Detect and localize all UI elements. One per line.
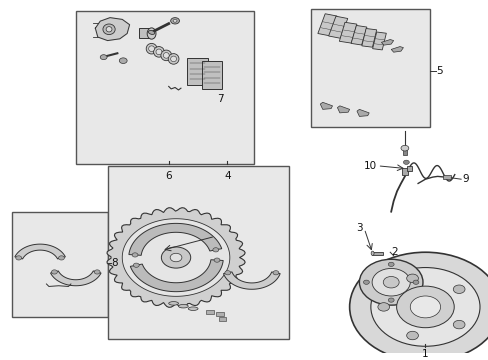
Text: 3: 3: [355, 222, 362, 233]
Circle shape: [16, 256, 21, 260]
Polygon shape: [328, 16, 347, 38]
Bar: [406, 166, 411, 171]
Circle shape: [224, 271, 230, 275]
Polygon shape: [50, 271, 101, 286]
Circle shape: [119, 58, 127, 63]
Ellipse shape: [168, 302, 178, 305]
Bar: [218, 318, 226, 321]
Circle shape: [400, 145, 408, 151]
Ellipse shape: [170, 56, 176, 62]
Text: 10: 10: [363, 161, 376, 171]
Text: 7: 7: [217, 94, 224, 104]
Circle shape: [371, 269, 409, 296]
Circle shape: [370, 267, 479, 346]
Circle shape: [173, 19, 177, 22]
Ellipse shape: [148, 46, 154, 51]
Ellipse shape: [178, 305, 188, 308]
Text: 9: 9: [461, 174, 468, 184]
Circle shape: [452, 285, 464, 293]
Bar: [216, 312, 224, 316]
Text: 1: 1: [421, 349, 428, 359]
Polygon shape: [223, 272, 280, 289]
Ellipse shape: [156, 49, 162, 55]
Circle shape: [214, 258, 220, 262]
Circle shape: [387, 298, 393, 302]
Circle shape: [387, 262, 393, 266]
Circle shape: [170, 253, 182, 262]
Ellipse shape: [161, 50, 171, 61]
Polygon shape: [95, 18, 129, 41]
Circle shape: [406, 274, 418, 283]
Text: 5: 5: [435, 66, 442, 76]
Ellipse shape: [102, 24, 115, 35]
Ellipse shape: [146, 44, 157, 54]
Bar: [12, 212, 107, 318]
Polygon shape: [390, 46, 403, 52]
Polygon shape: [130, 260, 223, 292]
Bar: [402, 149, 407, 155]
Ellipse shape: [148, 31, 155, 35]
Polygon shape: [320, 102, 332, 109]
Bar: [139, 28, 151, 38]
Bar: [76, 10, 254, 164]
Text: 6: 6: [165, 171, 172, 181]
Circle shape: [383, 276, 398, 288]
FancyBboxPatch shape: [371, 252, 382, 255]
FancyBboxPatch shape: [187, 58, 207, 85]
Circle shape: [403, 160, 408, 165]
Text: 2: 2: [390, 247, 397, 257]
Circle shape: [272, 271, 278, 275]
Circle shape: [349, 252, 488, 360]
Circle shape: [409, 296, 440, 318]
Ellipse shape: [370, 251, 373, 255]
Ellipse shape: [106, 27, 112, 32]
Circle shape: [59, 256, 64, 260]
Polygon shape: [337, 106, 349, 113]
Text: 4: 4: [224, 171, 230, 181]
Circle shape: [212, 248, 218, 252]
Bar: [310, 9, 429, 127]
Circle shape: [100, 55, 107, 60]
Polygon shape: [129, 223, 222, 255]
Circle shape: [377, 303, 389, 311]
Circle shape: [170, 18, 179, 24]
Polygon shape: [372, 32, 386, 50]
Polygon shape: [361, 28, 376, 47]
Circle shape: [94, 270, 100, 274]
Bar: [206, 310, 214, 314]
Polygon shape: [122, 219, 229, 296]
Circle shape: [132, 253, 138, 257]
Ellipse shape: [168, 54, 179, 64]
Circle shape: [406, 331, 418, 340]
Circle shape: [452, 320, 464, 329]
Circle shape: [359, 259, 422, 305]
Circle shape: [363, 280, 368, 284]
Bar: [107, 166, 288, 339]
Circle shape: [51, 270, 57, 274]
Circle shape: [396, 286, 453, 328]
Ellipse shape: [147, 28, 156, 39]
Polygon shape: [356, 109, 368, 116]
Circle shape: [161, 247, 190, 268]
Ellipse shape: [153, 46, 164, 57]
Bar: [442, 175, 450, 179]
Circle shape: [133, 263, 139, 267]
Ellipse shape: [163, 53, 169, 58]
Polygon shape: [381, 40, 393, 45]
Polygon shape: [107, 208, 244, 307]
FancyBboxPatch shape: [202, 61, 222, 89]
Ellipse shape: [188, 307, 198, 310]
Polygon shape: [339, 22, 356, 43]
Bar: [401, 168, 407, 175]
Text: 8: 8: [111, 258, 118, 268]
Polygon shape: [350, 26, 366, 45]
Circle shape: [412, 280, 418, 284]
Polygon shape: [317, 14, 336, 36]
Polygon shape: [15, 244, 65, 259]
